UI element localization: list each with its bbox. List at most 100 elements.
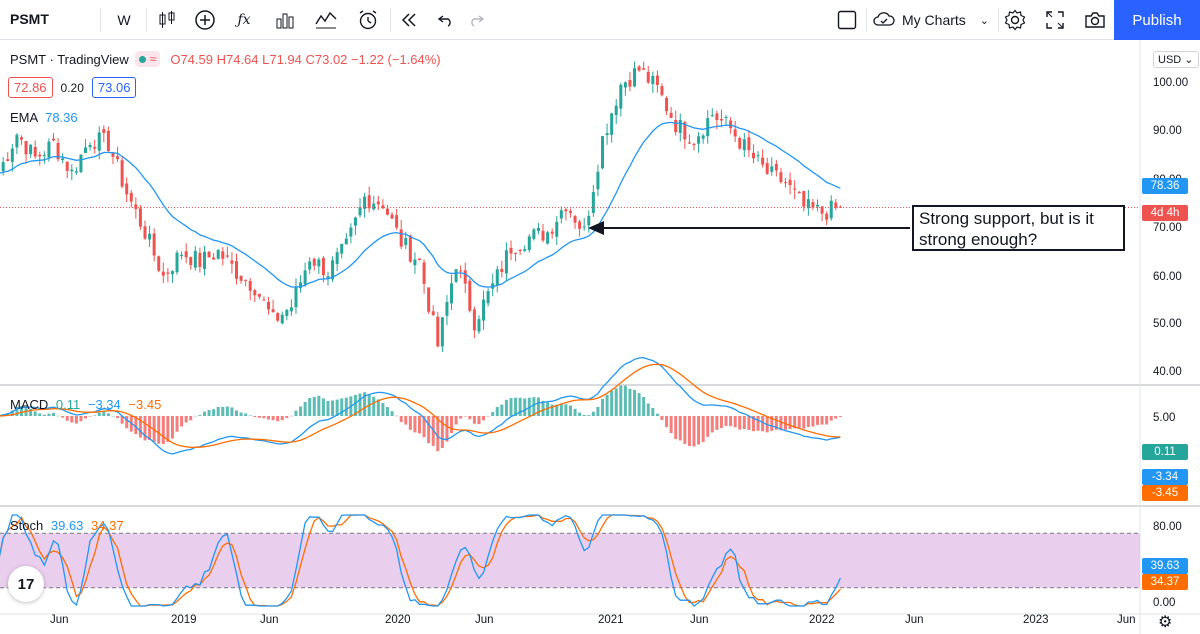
macd-legend[interactable]: MACD 0.11 −3.34 −3.45 [10,397,161,412]
snapshot-icon[interactable] [1082,6,1108,34]
fx-indicators-icon[interactable]: ƒx [237,12,251,28]
macd-hist-bar [239,412,243,416]
candle-body [74,171,78,173]
ema-value: 78.36 [45,110,78,125]
candle-body [587,215,591,226]
candle-body [189,257,193,266]
macd-hist-bar [166,416,170,442]
macd-hist-bar [413,416,417,433]
candle-body [52,138,55,141]
bid-ask-row: 72.86 0.20 73.06 [8,77,137,98]
candle-body [459,270,463,272]
annotation-callout[interactable]: Strong support, but is it strong enough? [912,205,1125,251]
macd-hist-bar [216,406,220,416]
macd-hist-bar [825,416,829,425]
tradingview-logo[interactable]: 17 [8,566,44,602]
macd-hist-bar [294,410,298,416]
replay-icon[interactable] [396,6,422,34]
time-tick: Jun [260,614,279,626]
add-indicator-icon[interactable] [192,6,218,34]
macd-hist-bar [770,416,774,431]
candle-body [138,208,142,227]
ask-button[interactable]: 73.06 [91,77,137,98]
macd-hist-bar [834,416,838,419]
candle-body [724,117,728,119]
bid-button[interactable]: 72.86 [8,77,53,98]
currency-selector[interactable]: USD ⌄ [1153,51,1199,68]
market-status-icon [138,55,146,63]
price-tick: 70.00 [1153,222,1182,234]
ema-price-tag: 78.36 [1142,178,1188,194]
macd-label: MACD [10,397,49,412]
currency-label: USD [1158,54,1182,66]
candle-body [381,205,385,209]
candle-body [134,204,138,210]
macd-hist-bar [276,416,280,422]
compare-icon[interactable] [272,6,298,34]
stoch-legend[interactable]: Stoch 39.63 34.37 [10,518,124,533]
candle-body [335,252,339,264]
macd-hist-bar [651,408,655,416]
macd-hist-bar [779,416,783,431]
candle-body [230,260,234,264]
toolbar-divider [390,8,391,32]
candle-body [486,291,490,304]
status-pill[interactable]: ≈ [134,51,161,67]
macd-hist-bar [509,398,513,416]
fullscreen-icon[interactable] [1042,6,1068,34]
candle-body [308,261,312,270]
candle-body [303,270,307,285]
macd-hist-bar [143,416,147,441]
macd-hist-bar [784,416,787,430]
candle-body [152,233,156,256]
axis-settings-icon[interactable]: ⚙ [1158,614,1173,631]
layout-icon[interactable] [834,6,860,34]
candle-body [454,269,458,282]
interval-button[interactable]: W [117,12,131,28]
redo-icon[interactable] [464,6,488,34]
candle-body [88,144,92,148]
candles-icon[interactable] [154,6,180,34]
templates-icon[interactable] [312,6,340,34]
publish-button[interactable]: Publish [1114,0,1200,40]
alert-icon[interactable] [354,6,382,34]
candle-body [806,199,810,209]
candle-body [834,202,838,208]
time-tick: Jun [50,614,69,626]
time-tick: 2022 [809,614,835,626]
candle-body [372,203,376,210]
macd-hist-bar [344,397,348,416]
main-legend: PSMT · TradingView ≈ O74.59 H74.64 L71.9… [10,51,441,67]
toolbar-divider [998,8,999,32]
ema-legend[interactable]: EMA 78.36 [10,110,78,125]
chart-title: PSMT · TradingView [10,51,129,67]
candle-body [591,192,595,213]
candle-body [578,221,582,229]
candle-body [212,257,216,260]
macd-hist-bar [385,407,389,416]
candle-body [816,204,820,207]
my-charts-button[interactable]: My Charts ⌄ [872,6,989,34]
candle-body [120,160,124,187]
candle-body [408,235,412,262]
macd-hist-bar [756,416,760,431]
candle-body [143,226,147,239]
macd-hist-bar [445,416,449,442]
chart-canvas[interactable] [0,40,1200,634]
macd-hist-bar [701,416,705,443]
symbol-search-button[interactable]: PSMT [10,11,49,27]
candle-body [271,309,275,312]
candle-body [294,287,298,308]
candle-body [619,84,623,109]
settings-icon[interactable] [1002,6,1028,34]
candle-body [665,97,669,112]
candle-body [651,75,655,85]
macd-hist-bar [244,413,248,416]
macd-hist-bar [536,397,540,416]
macd-hist-bar [116,416,120,419]
macd-hist-bar [326,400,330,416]
candle-body [129,192,133,202]
macd-hist-bar [605,394,609,416]
undo-icon[interactable] [434,6,458,34]
candle-body [559,210,563,219]
